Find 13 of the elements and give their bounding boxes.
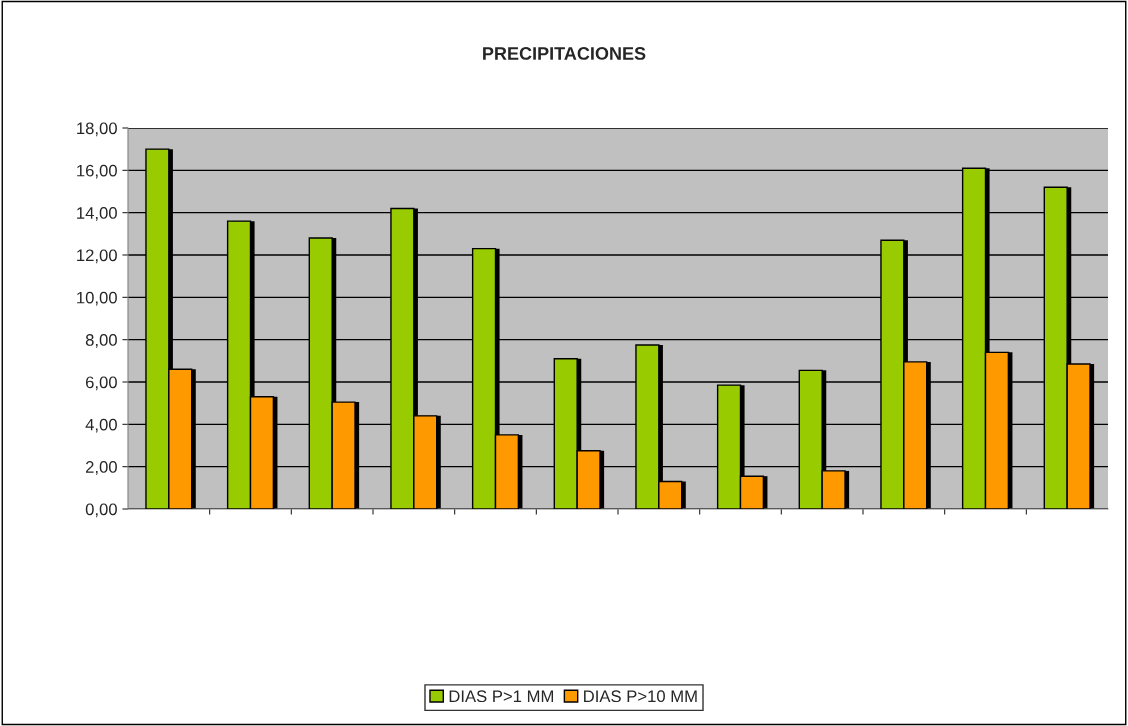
y-tick-label: 4,00 xyxy=(85,418,117,433)
y-tick-label: 12,00 xyxy=(77,249,117,264)
y-tick-label: 2,00 xyxy=(85,461,117,475)
y-tick-label: 6,00 xyxy=(85,376,117,391)
legend-label: DIAS P>10 MM xyxy=(584,690,697,703)
y-tick-label: 14,00 xyxy=(77,207,117,221)
y-tick-label: 8,00 xyxy=(85,334,117,348)
chart-title: PRECIPITACIONES xyxy=(483,47,646,60)
y-tick-label: 16,00 xyxy=(77,164,117,179)
y-tick-label: 0,00 xyxy=(85,503,117,518)
y-tick-label: 10,00 xyxy=(77,291,117,306)
y-tick-label: 18,00 xyxy=(77,122,117,137)
legend-label: DIAS P>1 MM xyxy=(449,690,553,703)
